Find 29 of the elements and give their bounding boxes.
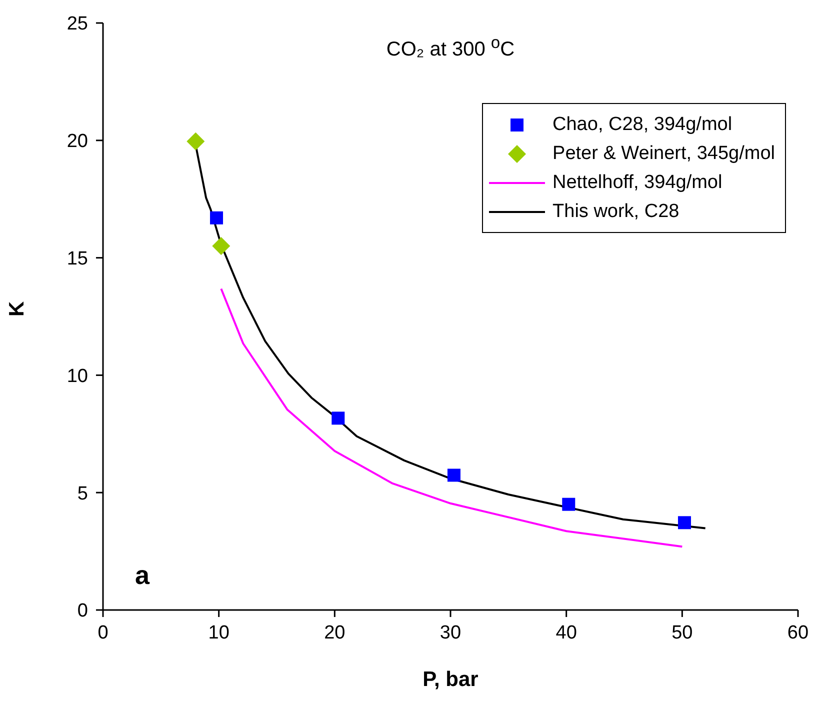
y-axis-title: K (5, 301, 28, 316)
legend-label: Chao, C28, 394g/mol (552, 114, 732, 136)
point (332, 412, 345, 425)
point (447, 468, 460, 482)
y-tick-label: 5 (77, 483, 88, 504)
legend-label: Nettelhoff, 394g/mol (552, 172, 722, 194)
point (212, 237, 230, 256)
x-axis-title: P, bar (422, 668, 478, 691)
point (678, 516, 691, 530)
text: CO₂ at 300 $^{o}$C (385, 33, 516, 62)
y-tick-label: 20 (66, 131, 88, 152)
line-series (220, 288, 684, 548)
annotation: a (135, 560, 150, 591)
x-tick-label: 30 (440, 622, 462, 644)
legend-label: This work, C28 (552, 200, 680, 222)
point (186, 132, 205, 150)
x-tick-label: 40 (556, 622, 577, 644)
y-tick-label: 10 (66, 366, 88, 387)
legend-label: Peter & Weinert, 345g/mol (552, 142, 775, 164)
x-tick-label: 50 (672, 622, 693, 644)
y-tick-label: 25 (66, 14, 88, 35)
x-tick-label: 0 (98, 622, 108, 644)
point (562, 498, 576, 511)
point (210, 211, 224, 224)
y-tick-label: 15 (66, 248, 88, 270)
x-tick-label: 10 (208, 622, 230, 644)
y-tick-label: 0 (77, 600, 88, 622)
x-tick-label: 60 (787, 622, 809, 644)
x-tick-label: 20 (324, 622, 346, 644)
